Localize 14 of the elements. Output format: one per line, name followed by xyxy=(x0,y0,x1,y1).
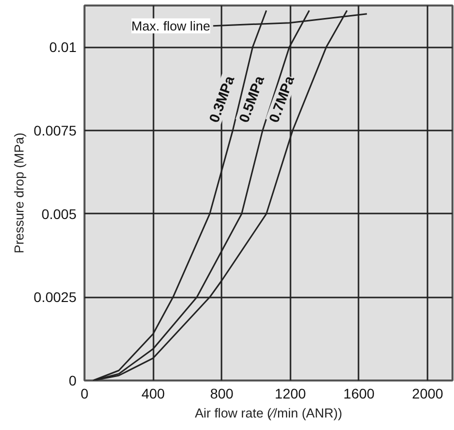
y-tick-label: 0.0075 xyxy=(34,122,77,138)
y-axis-title: Pressure drop (MPa) xyxy=(12,132,27,254)
y-tick-label: 0 xyxy=(68,372,77,388)
x-tick-label: 0 xyxy=(80,386,89,402)
x-tick-label: 400 xyxy=(141,386,166,402)
y-tick-label: 0.005 xyxy=(41,206,77,222)
x-tick-label: 2000 xyxy=(412,386,444,402)
x-tick-label: 800 xyxy=(210,386,234,402)
y-tick-label: 0.01 xyxy=(49,39,77,56)
x-tick-label: 1600 xyxy=(343,386,375,402)
y-tick-label: 0.0025 xyxy=(34,289,77,306)
x-axis-title: Air flow rate (⁄/min (ANR)) xyxy=(194,406,342,420)
x-tick-label: 1200 xyxy=(274,386,306,402)
series-label: Max. flow line xyxy=(131,18,210,34)
